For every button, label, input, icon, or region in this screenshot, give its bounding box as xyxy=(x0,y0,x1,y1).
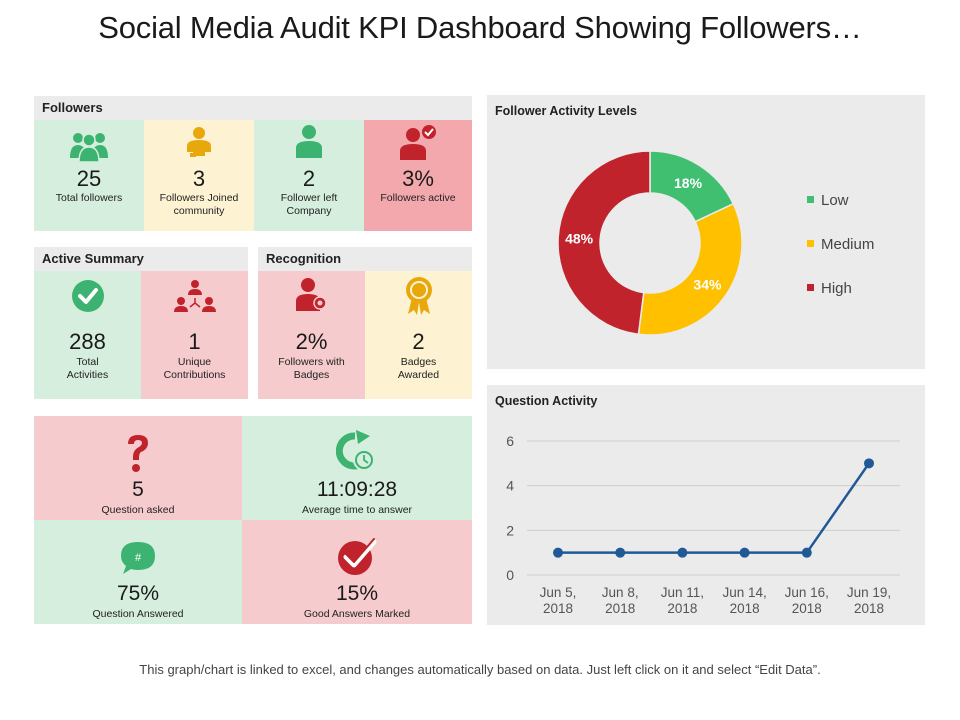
x-tick-label: 2018 xyxy=(730,601,760,616)
average-time-label: Average time to answer xyxy=(301,504,413,516)
joined-community-value: 3 xyxy=(192,166,206,191)
followers-badges-label: Followers with Badges xyxy=(278,356,345,381)
question-answered-tile[interactable]: # 75% Question Answered xyxy=(34,520,242,624)
followers-badges-tile[interactable]: 2% Followers with Badges xyxy=(258,271,365,399)
follower-left-value: 2 xyxy=(302,166,316,191)
joined-user-icon xyxy=(187,127,211,157)
joined-community-label: Followers Joined community xyxy=(159,192,239,217)
chat-bubble-icon: # xyxy=(121,542,155,574)
joined-community-tile[interactable]: 3 Followers Joined community xyxy=(144,120,254,231)
followers-active-tile[interactable]: 3% Followers active xyxy=(364,120,472,231)
follower-left-label: Follower left Company xyxy=(280,192,338,217)
data-point[interactable] xyxy=(739,547,750,558)
x-tick-label: Jun 11, xyxy=(661,585,704,600)
follower-left-tile[interactable]: 2 Follower left Company xyxy=(254,120,364,231)
y-tick-label: 6 xyxy=(506,433,514,449)
total-followers-tile[interactable]: 25 Total followers xyxy=(34,120,144,231)
data-point[interactable] xyxy=(553,547,563,558)
user-badge-icon xyxy=(295,278,327,311)
question-answered-value: 75% xyxy=(116,582,160,605)
badges-awarded-value: 2 xyxy=(412,329,425,354)
recognition-header: Recognition xyxy=(258,247,472,271)
footer-note: This graph/chart is linked to excel, and… xyxy=(139,662,821,677)
follower-activity-title: Follower Activity Levels xyxy=(495,104,637,118)
x-tick-label: Jun 8, xyxy=(602,585,639,600)
series-line xyxy=(558,462,871,554)
follower-activity-panel: Follower Activity Levels 18% 34% 48% Low Med… xyxy=(487,95,925,369)
badges-awarded-tile[interactable]: 2 Badges Awarded xyxy=(365,271,472,399)
good-answers-tile[interactable]: 15% Good Answers Marked xyxy=(242,520,472,624)
y-tick-label: 2 xyxy=(506,522,514,538)
active-summary-header: Active Summary xyxy=(34,247,248,271)
legend-swatch-high xyxy=(807,284,814,291)
chat-glyph: # xyxy=(135,552,142,564)
network-users-icon xyxy=(173,280,216,312)
page-title: Social Media Audit KPI Dashboard Showing… xyxy=(98,10,862,45)
unique-contributions-value: 1 xyxy=(188,329,201,354)
check-badge-icon xyxy=(338,538,377,575)
data-point[interactable] xyxy=(615,547,626,558)
user-icon xyxy=(296,125,322,158)
total-followers-label: Total followers xyxy=(55,192,123,204)
question-activity-title: Question Activity xyxy=(495,394,598,408)
group-users-icon xyxy=(70,133,108,162)
donut-label-medium: 34% xyxy=(693,277,722,293)
donut-slice-high[interactable] xyxy=(557,150,651,336)
x-tick-label: 2018 xyxy=(854,601,884,616)
legend-label-medium: Medium xyxy=(821,236,874,253)
award-badge-icon xyxy=(405,277,432,315)
total-activities-tile[interactable]: 288 Total Activities xyxy=(34,271,141,399)
x-tick-label: 2018 xyxy=(792,601,822,616)
x-tick-label: Jun 14, xyxy=(722,585,766,600)
question-asked-tile[interactable]: 5 Question asked xyxy=(34,416,242,520)
x-tick-label: Jun 16, xyxy=(785,585,829,600)
user-check-icon xyxy=(400,125,436,160)
y-tick-label: 4 xyxy=(506,478,514,494)
donut-label-high: 48% xyxy=(565,231,594,247)
legend-label-high: High xyxy=(821,280,852,297)
unique-contributions-tile[interactable]: 1 Unique Contributions xyxy=(141,271,248,399)
average-time-tile[interactable]: 11:09:28 Average time to answer xyxy=(242,416,472,520)
total-followers-value: 25 xyxy=(76,166,102,191)
good-answers-value: 15% xyxy=(335,582,379,605)
x-tick-label: Jun 5, xyxy=(540,585,577,600)
donut-slice-medium[interactable] xyxy=(637,202,743,336)
refresh-clock-icon xyxy=(336,430,375,471)
followers-header: Followers xyxy=(34,96,472,120)
total-activities-value: 288 xyxy=(69,329,106,354)
question-answered-label: Question Answered xyxy=(92,608,184,620)
x-tick-label: 2018 xyxy=(605,601,635,616)
data-point[interactable] xyxy=(864,458,874,469)
question-asked-label: Question asked xyxy=(101,504,175,516)
data-point[interactable] xyxy=(801,547,812,558)
good-answers-label: Good Answers Marked xyxy=(303,608,411,620)
total-activities-label: Total Activities xyxy=(66,356,109,381)
unique-contributions-label: Unique Contributions xyxy=(163,356,226,381)
legend-swatch-low xyxy=(807,196,814,203)
followers-badges-value: 2% xyxy=(295,329,328,354)
question-activity-panel: Question Activity 0 2 4 6 Jun 5, 2018 Jun 8, 20… xyxy=(487,385,925,625)
followers-active-value: 3% xyxy=(402,166,434,191)
x-tick-label: 2018 xyxy=(667,601,697,616)
legend-swatch-medium xyxy=(807,240,814,247)
y-tick-label: 0 xyxy=(506,567,514,583)
checkmark-circle-icon xyxy=(71,280,104,312)
badges-awarded-label: Badges Awarded xyxy=(397,356,440,381)
donut-label-low: 18% xyxy=(674,175,703,191)
average-time-value: 11:09:28 xyxy=(316,478,398,501)
legend-label-low: Low xyxy=(821,192,849,209)
donut-chart: 18% 34% 48% Low Medium High xyxy=(557,150,874,336)
x-tick-label: 2018 xyxy=(543,601,573,616)
data-point[interactable] xyxy=(677,547,688,558)
question-mark-icon xyxy=(128,435,148,472)
question-asked-value: 5 xyxy=(132,478,144,501)
followers-active-label: Followers active xyxy=(380,192,456,204)
x-tick-label: Jun 19, xyxy=(847,585,891,600)
